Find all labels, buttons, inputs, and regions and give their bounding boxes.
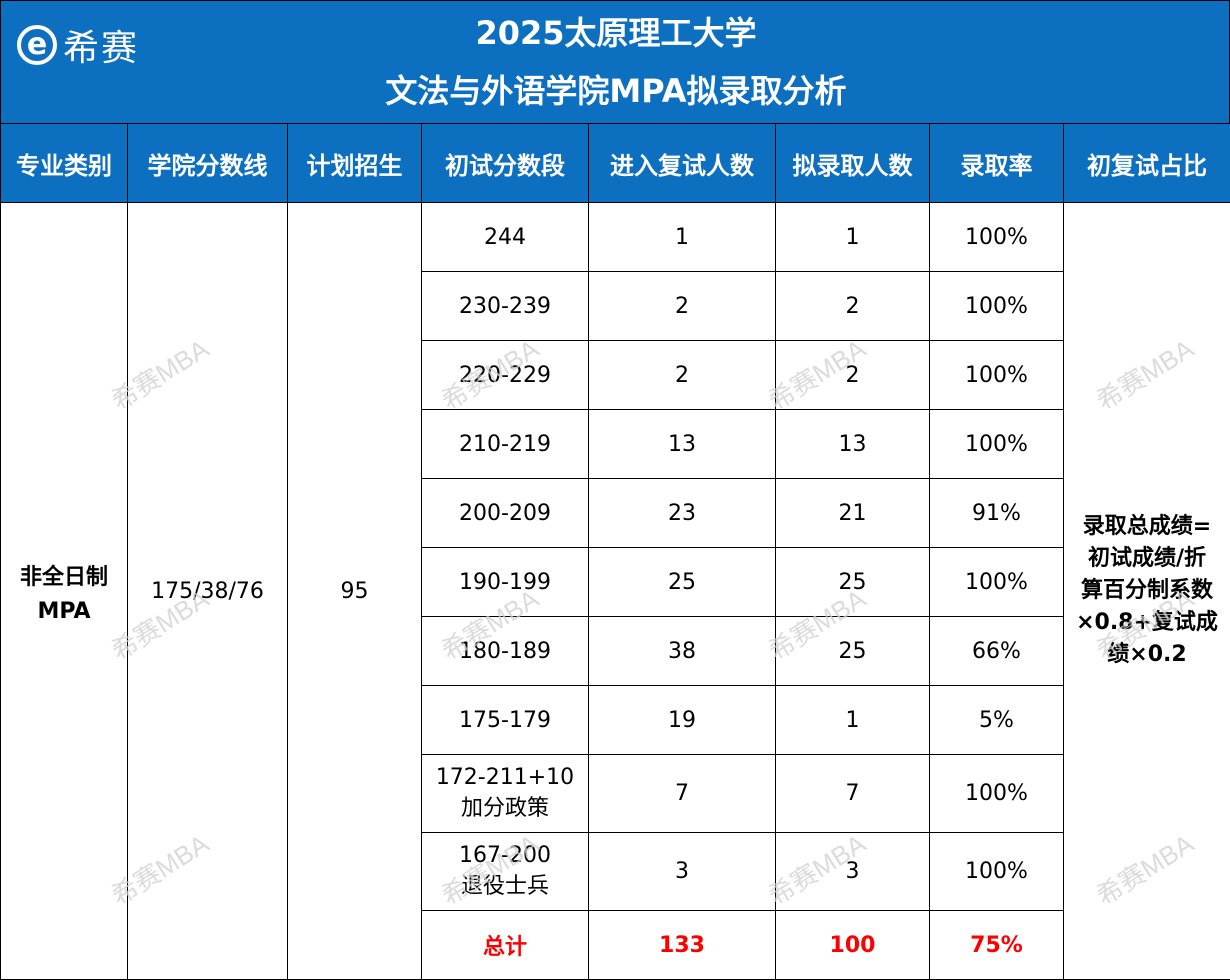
admit-cell: 2 (776, 341, 930, 410)
retest-cell: 13 (589, 410, 776, 479)
retest-cell: 19 (589, 686, 776, 755)
col-header-score-range: 初试分数段 (422, 124, 589, 203)
page-title-line1: 2025太原理工大学 (1, 13, 1230, 53)
range-line1: 172-211+10 (422, 765, 588, 790)
total-admit: 100 (776, 911, 930, 980)
admit-cell: 2 (776, 272, 930, 341)
total-rate: 75% (930, 911, 1064, 980)
rate-cell: 100% (930, 548, 1064, 617)
ratio-note-cell: 录取总成绩= 初试成绩/折 算百分制系数 ×0.8+复试成 绩×0.2 (1064, 203, 1230, 980)
col-header-retest-count: 进入复试人数 (589, 124, 776, 203)
table-row: 非全日制 MPA 175/38/76 95 244 1 1 100% 录取总成绩… (1, 203, 1230, 272)
category-line2: MPA (1, 599, 127, 624)
col-header-cutoff: 学院分数线 (128, 124, 288, 203)
admit-cell: 25 (776, 548, 930, 617)
range-line2: 加分政策 (422, 790, 588, 822)
page-title-line2: 文法与外语学院MPA拟录取分析 (1, 71, 1230, 111)
range-line2: 退役士兵 (422, 868, 588, 900)
plan-cell: 95 (288, 203, 422, 980)
rate-cell: 100% (930, 833, 1064, 911)
col-header-rate: 录取率 (930, 124, 1064, 203)
range-cell: 230-239 (422, 272, 589, 341)
category-line1: 非全日制 (1, 559, 127, 591)
retest-cell: 7 (589, 755, 776, 833)
rate-cell: 5% (930, 686, 1064, 755)
col-header-category: 专业类别 (1, 124, 128, 203)
total-label: 总计 (422, 911, 589, 980)
admit-cell: 1 (776, 686, 930, 755)
range-cell: 175-179 (422, 686, 589, 755)
rate-cell: 100% (930, 272, 1064, 341)
admit-cell: 13 (776, 410, 930, 479)
admit-cell: 25 (776, 617, 930, 686)
cutoff-cell: 175/38/76 (128, 203, 288, 980)
ratio-note-line: 初试成绩/折 (1072, 543, 1222, 575)
admission-table: 专业类别 学院分数线 计划招生 初试分数段 进入复试人数 拟录取人数 录取率 初… (0, 123, 1230, 980)
col-header-ratio: 初复试占比 (1064, 124, 1230, 203)
retest-cell: 3 (589, 833, 776, 911)
ratio-note-line: 录取总成绩= (1072, 511, 1222, 543)
admit-cell: 1 (776, 203, 930, 272)
retest-cell: 2 (589, 341, 776, 410)
rate-cell: 100% (930, 410, 1064, 479)
col-header-plan: 计划招生 (288, 124, 422, 203)
table-header-row: 专业类别 学院分数线 计划招生 初试分数段 进入复试人数 拟录取人数 录取率 初… (1, 124, 1230, 203)
admit-cell: 3 (776, 833, 930, 911)
rate-cell: 100% (930, 341, 1064, 410)
rate-cell: 66% (930, 617, 1064, 686)
range-cell: 190-199 (422, 548, 589, 617)
admit-cell: 21 (776, 479, 930, 548)
total-retest: 133 (589, 911, 776, 980)
ratio-note-line: ×0.8+复试成 (1072, 607, 1222, 639)
range-cell: 210-219 (422, 410, 589, 479)
range-cell: 180-189 (422, 617, 589, 686)
range-cell: 172-211+10 加分政策 (422, 755, 589, 833)
admit-cell: 7 (776, 755, 930, 833)
ratio-note-line: 绩×0.2 (1072, 639, 1222, 671)
range-cell: 167-200 退役士兵 (422, 833, 589, 911)
range-cell: 244 (422, 203, 589, 272)
range-cell: 220-229 (422, 341, 589, 410)
col-header-admit-count: 拟录取人数 (776, 124, 930, 203)
rate-cell: 100% (930, 203, 1064, 272)
category-cell: 非全日制 MPA (1, 203, 128, 980)
rate-cell: 100% (930, 755, 1064, 833)
retest-cell: 23 (589, 479, 776, 548)
page-header: e 希赛 2025太原理工大学 文法与外语学院MPA拟录取分析 (0, 0, 1230, 123)
range-cell: 200-209 (422, 479, 589, 548)
rate-cell: 91% (930, 479, 1064, 548)
retest-cell: 25 (589, 548, 776, 617)
retest-cell: 1 (589, 203, 776, 272)
retest-cell: 38 (589, 617, 776, 686)
range-line1: 167-200 (422, 843, 588, 868)
ratio-note-line: 算百分制系数 (1072, 575, 1222, 607)
retest-cell: 2 (589, 272, 776, 341)
